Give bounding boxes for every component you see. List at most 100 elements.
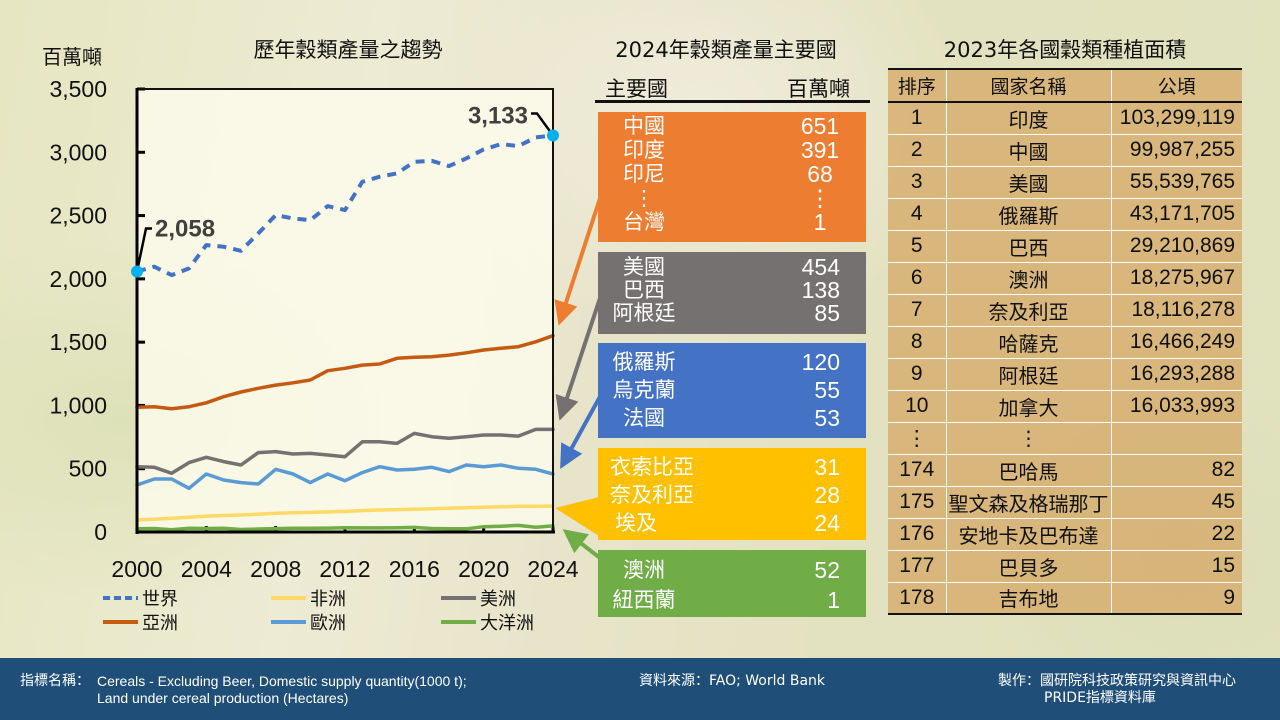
y-tick-label: 0 bbox=[94, 519, 107, 545]
cell-rank: 4 bbox=[888, 198, 947, 231]
table-row: 9 阿根廷 16,293,288 bbox=[888, 358, 1242, 391]
producer-row: 印度 391 bbox=[598, 138, 866, 162]
y-tick-label: 500 bbox=[69, 456, 107, 482]
producer-value: 24 bbox=[814, 510, 840, 536]
cell-country: 巴西 bbox=[945, 230, 1112, 263]
cell-hectares: 99,987,255 bbox=[1110, 134, 1242, 167]
col-header-rank: 排序 bbox=[888, 69, 947, 103]
table-row: 4 俄羅斯 43,171,705 bbox=[888, 198, 1242, 231]
cell-rank: 7 bbox=[888, 294, 947, 327]
cell-rank: 175 bbox=[888, 486, 947, 519]
producer-value: 85 bbox=[814, 300, 840, 326]
legend-swatch-icon bbox=[271, 596, 306, 600]
producer-row: 俄羅斯 120 bbox=[598, 348, 866, 376]
producer-box-asia: 中國 651 印度 391 印尼 68 ⋮ ⋮ 台灣 1 bbox=[598, 112, 866, 242]
table-row: 178 吉布地 9 bbox=[888, 582, 1242, 614]
cell-country: 巴哈馬 bbox=[945, 454, 1112, 487]
producer-value: 28 bbox=[814, 482, 840, 508]
cell-rank: 3 bbox=[888, 166, 947, 199]
producer-country: 巴西 bbox=[623, 278, 665, 302]
producer-row: 紐西蘭 1 bbox=[598, 585, 866, 615]
series-line-world bbox=[136, 133, 554, 278]
footer-producer-line1: 製作：國研院科技政策研究與資訊中心 bbox=[998, 673, 1236, 689]
legend-swatch-dashed-icon bbox=[103, 596, 138, 600]
cell-hectares: 15 bbox=[1110, 550, 1242, 583]
producer-country: 烏克蘭 bbox=[612, 378, 676, 402]
legend-item-world: 世界 bbox=[102, 587, 178, 610]
connector-arrow-europe bbox=[560, 392, 604, 470]
cell-hectares: 82 bbox=[1110, 454, 1242, 487]
producers-col-unit: 百萬噸 bbox=[787, 77, 850, 101]
producer-row: 阿根廷 85 bbox=[598, 302, 866, 325]
producer-country: 印尼 bbox=[623, 162, 665, 186]
producer-row-ellipsis: ⋮ ⋮ bbox=[598, 186, 866, 210]
cell-hectares: 16,466,249 bbox=[1110, 326, 1242, 359]
legend-item-americas: 美洲 bbox=[440, 587, 516, 610]
producer-row: 烏克蘭 55 bbox=[598, 376, 866, 404]
annotations: 2,058 3,133 bbox=[131, 102, 559, 278]
connector-arrow-asia bbox=[554, 185, 606, 326]
cell-hectares: 18,275,967 bbox=[1110, 262, 1242, 295]
cell-rank: 178 bbox=[888, 582, 947, 614]
series-line-europe bbox=[135, 463, 555, 491]
producer-value: 31 bbox=[814, 454, 840, 480]
cell-country: 俄羅斯 bbox=[945, 198, 1112, 231]
cell-country: 印度 bbox=[945, 102, 1112, 135]
table-row: 5 巴西 29,210,869 bbox=[888, 230, 1242, 263]
legend-item-africa: 非洲 bbox=[270, 587, 346, 610]
cell-rank: 5 bbox=[888, 230, 947, 263]
producer-row: 中國 651 bbox=[598, 114, 866, 138]
x-tick-label: 2004 bbox=[181, 556, 232, 582]
producer-value: 391 bbox=[800, 137, 840, 163]
cell-country: 吉布地 bbox=[945, 582, 1112, 614]
legend-label: 大洋洲 bbox=[480, 613, 534, 634]
producer-box-oceania: 澳洲 52 紐西蘭 1 bbox=[598, 550, 866, 617]
producer-row: 奈及利亞 28 bbox=[598, 481, 866, 509]
chart-marks bbox=[135, 87, 555, 534]
producer-row: 美國 454 bbox=[598, 256, 866, 279]
cell-hectares: 55,539,765 bbox=[1110, 166, 1242, 199]
cell-hectares: 16,033,993 bbox=[1110, 390, 1242, 423]
producer-value: 68 bbox=[807, 161, 833, 187]
y-tick-label: 2,000 bbox=[49, 266, 107, 292]
cell-rank: 8 bbox=[888, 326, 947, 359]
y-axis-title: 百萬噸 bbox=[42, 45, 102, 69]
vertical-ellipsis-icon: ⋮ bbox=[888, 422, 947, 455]
legend-swatch-icon bbox=[441, 596, 476, 600]
producer-country: 中國 bbox=[623, 114, 665, 138]
producer-country: 阿根廷 bbox=[612, 301, 676, 325]
x-tick-label: 2024 bbox=[527, 556, 578, 582]
cell-hectares: 103,299,119 bbox=[1110, 102, 1242, 135]
annotation-marker bbox=[547, 129, 559, 142]
producer-value: 454 bbox=[801, 254, 840, 280]
cell-country: 安地卡及巴布達 bbox=[945, 518, 1112, 551]
producer-value: 53 bbox=[814, 405, 840, 431]
cell-hectares: 9 bbox=[1110, 582, 1242, 614]
producer-row: 衣索比亞 31 bbox=[598, 453, 866, 481]
cell-rank: 10 bbox=[888, 390, 947, 423]
annotation-label-end: 3,133 bbox=[468, 102, 528, 129]
legend-label: 世界 bbox=[142, 589, 178, 610]
table-row: 3 美國 55,539,765 bbox=[888, 166, 1242, 199]
producer-value: 138 bbox=[801, 277, 840, 303]
producer-country: 台灣 bbox=[623, 210, 665, 234]
series-line-asia bbox=[135, 333, 555, 411]
legend-item-asia: 亞洲 bbox=[102, 611, 178, 634]
producer-row: 巴西 138 bbox=[598, 279, 866, 302]
annotation-label-start: 2,058 bbox=[155, 216, 215, 243]
series-line-oceania bbox=[135, 523, 555, 532]
footer-indicator-line1: Cereals - Excluding Beer, Domestic suppl… bbox=[97, 673, 467, 689]
legend-item-europe: 歐洲 bbox=[270, 611, 346, 634]
cell-country: 哈薩克 bbox=[945, 326, 1112, 359]
area-table: 排序 國家名稱 公頃 1 印度 103,299,119 2 中國 99,987,255 … bbox=[888, 68, 1242, 615]
legend-item-oceania: 大洋洲 bbox=[440, 611, 534, 634]
producer-value: 120 bbox=[801, 349, 840, 375]
table-row: 1 印度 103,299,119 bbox=[888, 102, 1242, 135]
connector-callout-africa bbox=[555, 497, 599, 536]
legend-label: 非洲 bbox=[310, 589, 346, 610]
footer-indicator-label: 指標名稱： bbox=[20, 673, 90, 689]
cell-rank: 174 bbox=[888, 454, 947, 487]
cell-hectares bbox=[1110, 422, 1242, 455]
legend-swatch-icon bbox=[441, 620, 476, 624]
producers-title: 2024年穀類產量主要國 bbox=[615, 38, 837, 62]
